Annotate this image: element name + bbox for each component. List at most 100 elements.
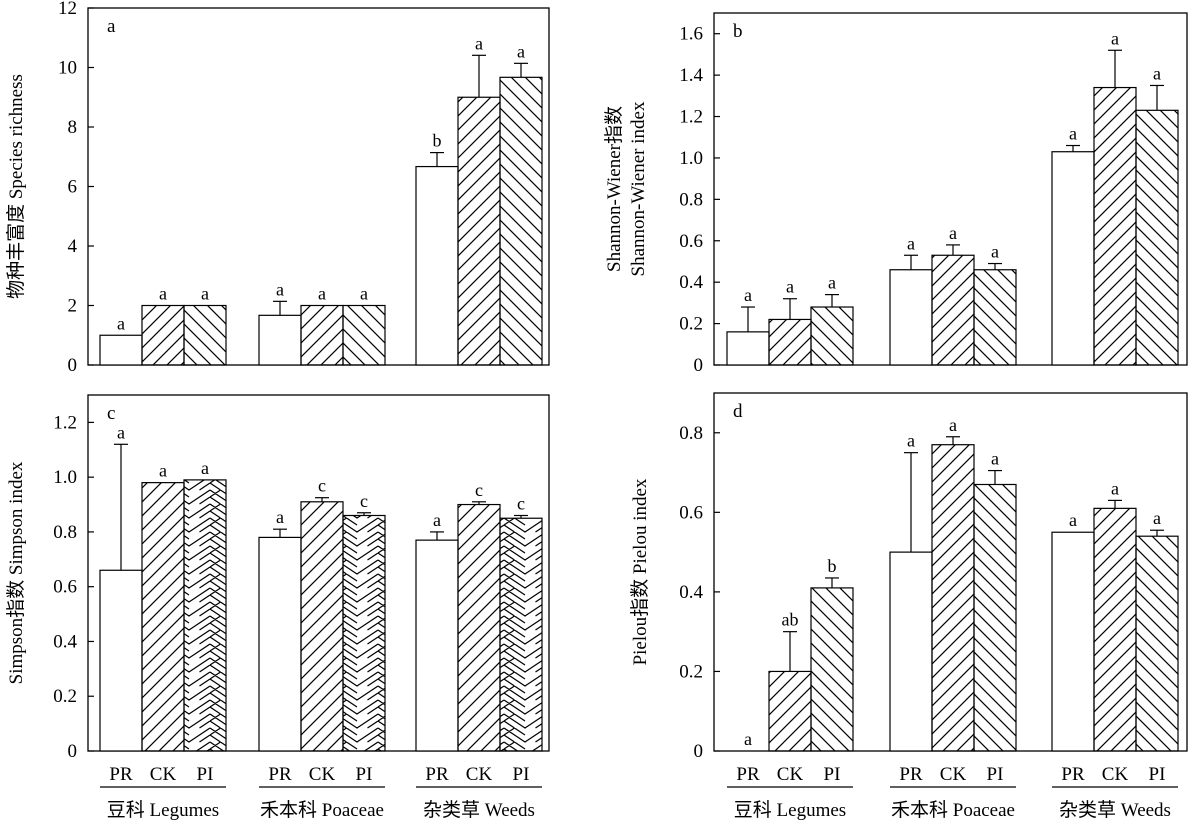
bar-pi	[973, 483, 1017, 752]
y-tick-label: 8	[68, 117, 78, 138]
significance-letter: a	[1069, 124, 1077, 144]
treatment-label: PI	[824, 764, 841, 785]
significance-letter: a	[1069, 510, 1077, 530]
bar-ck	[768, 670, 812, 752]
y-axis-label: Shannon-Wiener指数	[603, 106, 625, 272]
y-tick-label: 1.2	[679, 107, 703, 128]
significance-letter: a	[786, 277, 794, 297]
bar-ck	[1093, 507, 1137, 752]
bar-pr	[726, 331, 770, 366]
y-axis-label: 物种丰富度 Species richness	[5, 74, 27, 299]
y-tick-label: 0.2	[679, 314, 703, 335]
significance-letter: a	[433, 510, 441, 530]
significance-letter: a	[360, 284, 368, 304]
significance-letter: b	[433, 131, 442, 151]
panel-letter: a	[107, 16, 116, 37]
bar-pr	[889, 269, 933, 366]
significance-letter: a	[117, 313, 125, 333]
bar-ck	[457, 503, 501, 752]
panel-letter: c	[107, 403, 115, 424]
significance-letter: a	[949, 223, 957, 243]
significance-letter: a	[201, 458, 209, 478]
significance-letter: a	[991, 242, 999, 262]
y-tick-label: 1.0	[53, 467, 77, 488]
significance-letter: a	[744, 285, 752, 305]
y-tick-label: 0.6	[53, 577, 77, 598]
y-tick-label: 10	[58, 58, 77, 79]
y-tick-label: 0.8	[53, 522, 77, 543]
bar-pi	[342, 514, 386, 752]
category-label: 禾本科 Poaceae	[891, 799, 1015, 821]
significance-letter: a	[907, 431, 915, 451]
significance-letter: a	[201, 284, 209, 304]
y-tick-label: 0.2	[679, 661, 703, 682]
treatment-label: CK	[150, 764, 177, 785]
category-label: 豆科 Legumes	[734, 799, 846, 821]
significance-letter: a	[991, 449, 999, 469]
treatment-label: PI	[356, 764, 373, 785]
treatment-label: PR	[109, 764, 133, 785]
bar-pr	[415, 539, 459, 752]
y-tick-label: 1.4	[679, 65, 703, 86]
significance-letter: a	[276, 279, 284, 299]
panel-d: 0 0.2 0.4 0.6 0.8 d Pielou指数 Pielou index a ab b a…	[629, 392, 1188, 821]
bar-pi	[499, 76, 543, 366]
bar-ck	[931, 254, 975, 366]
treatment-label: CK	[1102, 764, 1129, 785]
category-label: 杂类草 Weeds	[1059, 799, 1171, 821]
y-tick-label: 6	[68, 177, 78, 198]
significance-letter: c	[475, 480, 483, 500]
treatment-label: PI	[987, 764, 1004, 785]
significance-letter: a	[1153, 508, 1161, 528]
bar-pi	[183, 479, 227, 752]
bar-pr	[889, 551, 933, 752]
bar-ck	[931, 444, 975, 752]
category-label: 豆科 Legumes	[107, 799, 219, 821]
panel-c: 0 0.2 0.4 0.6 0.8 1.0 1.2 c Simpson指数 Simpson in…	[5, 394, 550, 821]
y-axis-label: Pielou指数 Pielou index	[629, 478, 651, 665]
treatment-label: PR	[736, 764, 760, 785]
bar-pr	[1051, 531, 1095, 752]
y-tick-label: 1.0	[679, 148, 703, 169]
bar-pr	[1051, 151, 1095, 366]
significance-letter: a	[159, 284, 167, 304]
significance-letter: a	[828, 273, 836, 293]
bar-pr	[415, 165, 459, 366]
bar-ck	[457, 96, 501, 366]
y-tick-label: 1.2	[53, 412, 77, 433]
significance-letter: a	[159, 461, 167, 481]
bar-pi	[499, 517, 543, 752]
panel-letter: d	[733, 401, 743, 422]
bar-pi	[973, 269, 1017, 366]
y-tick-label: 0	[68, 355, 78, 376]
y-axis-label: Shannon-Wiener index	[628, 101, 649, 276]
bar-ck	[300, 501, 344, 752]
y-tick-label: 1.6	[679, 24, 703, 45]
category-label: 杂类草 Weeds	[423, 799, 535, 821]
bar-pi	[1135, 109, 1179, 366]
panel-letter: b	[733, 21, 743, 42]
y-tick-label: 0	[68, 741, 78, 762]
y-tick-label: 2	[68, 296, 78, 317]
treatment-label: PR	[1061, 764, 1085, 785]
bar-ck	[141, 482, 185, 752]
y-tick-label: 0.4	[53, 631, 77, 652]
bar-ck	[300, 304, 344, 366]
treatment-label: PI	[1149, 764, 1166, 785]
treatment-label: PI	[197, 764, 214, 785]
bar-pi	[1135, 535, 1179, 752]
treatment-label: CK	[309, 764, 336, 785]
y-tick-label: 4	[68, 236, 78, 257]
bar-ck	[141, 304, 185, 366]
treatment-label: PR	[268, 764, 292, 785]
panel-a: 0 2 4 6 8 10 12 a 物种丰富度 Species richness a a a a a a b a…	[5, 0, 550, 376]
y-tick-label: 0.8	[679, 189, 703, 210]
bar-pr	[258, 314, 302, 366]
y-tick-label: 0.8	[679, 423, 703, 444]
y-tick-label: 0	[694, 355, 704, 376]
y-tick-label: 0.4	[679, 582, 703, 603]
bar-pi	[342, 304, 386, 366]
significance-letter: a	[276, 507, 284, 527]
significance-letter: a	[475, 33, 483, 53]
significance-letter: a	[1111, 478, 1119, 498]
